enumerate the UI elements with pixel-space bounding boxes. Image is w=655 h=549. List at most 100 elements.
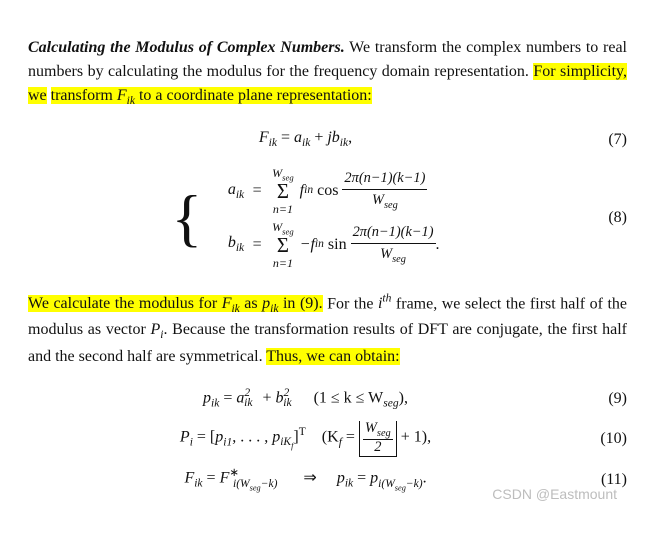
eq10-dots: , . . . , (232, 428, 272, 445)
p1-highlight-b: transform Fik to a coordinate plane repr… (51, 87, 372, 104)
eq7-body: Fik = aik + jbik, (28, 126, 583, 152)
sum-icon: Wseg Σ n=1 (272, 167, 294, 215)
p1-F-sub: ik (127, 95, 135, 107)
eq10-T: T (299, 426, 306, 438)
equation-7: Fik = aik + jbik, (7) (28, 126, 627, 152)
p2-a: For the (323, 295, 378, 312)
p1-F: F (117, 87, 127, 104)
equation-9: pik = a2ik + b2ik (1 ≤ k ≤ Wseg), (9) (28, 385, 627, 413)
eq11-F-sub: ik (194, 478, 202, 490)
p2-hl-b: as (240, 295, 262, 312)
eq8-negf-sub: in (315, 236, 324, 253)
eq9-range-sub: seg (383, 397, 398, 409)
eq8-line-b: bik = Wseg Σ n=1 −fin sin 2π(n−1)(k−1) W… (206, 221, 439, 269)
eq7-a: a (294, 129, 302, 146)
p2-highlight-d: Thus, we can obtain: (266, 348, 399, 365)
eq7-F-sub: ik (269, 138, 277, 150)
floor-icon: Wseg 2 (359, 421, 397, 458)
eq10-floor-den: 2 (363, 440, 393, 454)
eq11-Fs: F (220, 470, 230, 487)
eq8-frac-den2: W (380, 246, 392, 262)
eq11-body: Fik = F∗i(Wseg−k) ⇒ pik = pi(Wseg−k). (28, 465, 583, 494)
eq10-P-sub: i (190, 436, 193, 448)
eq9-range-end: ), (399, 389, 408, 406)
eq9-number: (9) (583, 387, 627, 411)
eq11-Fs-sub-c: −k) (261, 478, 278, 490)
paragraph-2: We calculate the modulus for Fik as pik … (28, 291, 627, 369)
sum-icon-2: Wseg Σ n=1 (272, 221, 294, 269)
eq7-b-sub: ik (340, 138, 348, 150)
eq11-F: F (184, 470, 194, 487)
paragraph-1: Calculating the Modulus of Complex Numbe… (28, 36, 627, 110)
eq8-frac-den: W (372, 192, 384, 208)
eq8-cos: cos (317, 179, 338, 203)
eq8-f-sub: in (304, 182, 313, 199)
eq10-Kf-open: (K (322, 428, 339, 445)
eq8-frac-a: 2π(n−1)(k−1) Wseg (342, 168, 427, 214)
eq8-sumbot: n=1 (272, 203, 294, 215)
equation-8: { aik = Wseg Σ n=1 fin cos 2π(n−1)(k−1) … (28, 161, 627, 275)
eq7-a-sub: ik (302, 138, 310, 150)
section-heading: Calculating the Modulus of Complex Numbe… (28, 39, 345, 56)
eq11-rhs-p: p (370, 470, 378, 487)
brace-icon: { (171, 191, 202, 245)
p2-highlight-a: We calculate the modulus for Fik as pik … (28, 295, 323, 312)
eq8-sumtop2: W (272, 220, 282, 234)
eq11-rhs-b: seg (395, 483, 406, 492)
equation-10: Pi = [pi1, . . . , piKf]T (Kf = Wseg 2 +… (28, 421, 627, 458)
p2-hl-c: in (9). (278, 295, 322, 312)
eq9-body: pik = a2ik + b2ik (1 ≤ k ≤ Wseg), (28, 385, 583, 413)
eq8-frac-den-sub: seg (384, 200, 398, 211)
eq9-p-sub: ik (211, 397, 219, 409)
eq8-tail: . (436, 233, 440, 257)
eq10-P: P (180, 428, 190, 445)
eq8-sin: sin (328, 233, 347, 257)
eq11-p: p (337, 470, 345, 487)
eq8-line-a: aik = Wseg Σ n=1 fin cos 2π(n−1)(k−1) Ws… (206, 167, 439, 215)
eq10-floor-num: W (365, 420, 377, 436)
eq7-number: (7) (583, 128, 627, 152)
p2-F-sub: ik (231, 303, 239, 315)
eq10-Kf-eq: = (342, 428, 359, 445)
equation-11: Fik = F∗i(Wseg−k) ⇒ pik = pi(Wseg−k). (1… (28, 465, 627, 494)
eq7-b: b (332, 129, 340, 146)
eq9-b-sub: ik (283, 397, 291, 409)
eq8-a-sub: ik (236, 189, 244, 201)
eq8-frac-b: 2π(n−1)(k−1) Wseg (351, 222, 436, 268)
p1-hl-b-text: transform (51, 87, 117, 104)
eq8-b: b (228, 234, 236, 251)
eq8-frac-num2: 2π(n−1)(k−1) (351, 222, 436, 245)
eq9-range: (1 ≤ k ≤ W (314, 389, 384, 406)
arrow-icon: ⇒ (303, 470, 316, 487)
eq10-p1-sub: i1 (223, 436, 232, 448)
eq11-Fs-sub-a: i(W (233, 478, 250, 490)
eq8-sumtop: W (272, 166, 282, 180)
eq10-plus: + 1), (401, 428, 431, 445)
eq11-rhs-a: i(W (378, 478, 395, 490)
eq8-number: (8) (583, 206, 627, 230)
eq8-a: a (228, 181, 236, 198)
eq7-F: F (259, 129, 269, 146)
p2-hl-a: We calculate the modulus for (28, 295, 222, 312)
p2-p: p (262, 295, 270, 312)
eq8-frac-den2-sub: seg (392, 254, 406, 265)
eq8-frac-num: 2π(n−1)(k−1) (342, 168, 427, 191)
eq8-body: { aik = Wseg Σ n=1 fin cos 2π(n−1)(k−1) … (28, 161, 583, 275)
p1-hl-c-text: to a coordinate plane representation: (135, 87, 372, 104)
eq11-p-sub: ik (345, 478, 353, 490)
p2-Pi: P (150, 321, 160, 338)
eq11-Fs-sub-b: seg (250, 483, 261, 492)
eq10-pk-sub: iK (280, 436, 291, 448)
eq8-negf: −f (300, 233, 315, 257)
eq8-b-sub: ik (236, 243, 244, 255)
eq10-body: Pi = [pi1, . . . , piKf]T (Kf = Wseg 2 +… (28, 421, 583, 458)
eq9-p: p (203, 389, 211, 406)
eq10-number: (10) (583, 427, 627, 451)
p2-F: F (222, 295, 232, 312)
eq8-sumbot2: n=1 (272, 257, 294, 269)
eq11-rhs-c: −k) (406, 478, 423, 490)
eq9-a-sub: ik (244, 397, 252, 409)
eq10-floor-num-sub: seg (377, 427, 391, 438)
eq11-number: (11) (583, 468, 627, 492)
eq10-open: = [ (197, 428, 215, 445)
